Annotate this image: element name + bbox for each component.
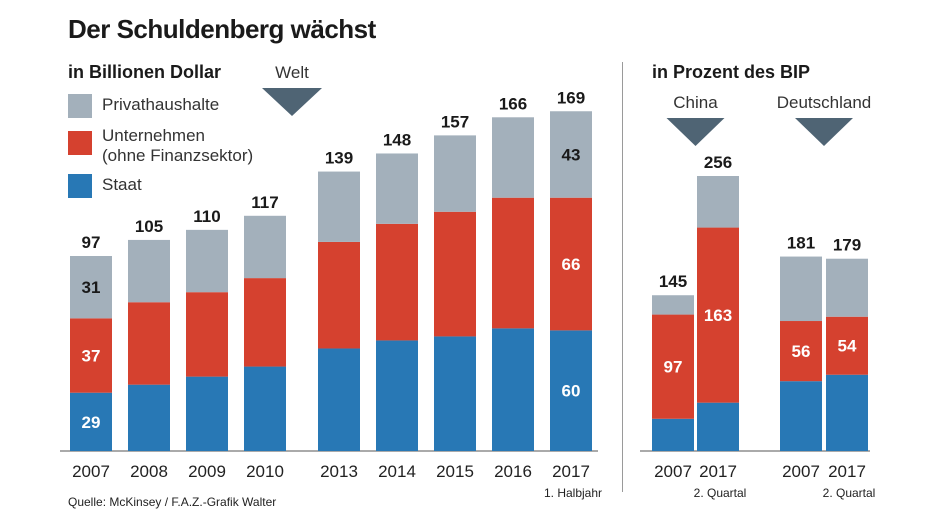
legend-swatch-unternehmen [68, 131, 92, 155]
data-label-unternehmen-china-2007: 97 [664, 358, 683, 377]
bar-segment-privat-china-2007 [652, 295, 694, 315]
x-tick-label-deutschland-2007: 2007 [782, 462, 820, 481]
group-marker-china [666, 118, 725, 146]
bar-segment-unternehmen-deutschland-2017 [826, 316, 868, 375]
bar-segment-unternehmen-china-2007 [652, 314, 694, 419]
legend-swatch-privat [68, 94, 92, 118]
group-label-china: China [673, 93, 718, 112]
bar-total-deutschland-2017: 179 [833, 236, 861, 255]
x-tick-label-welt-2015: 2015 [436, 462, 474, 481]
bar-segment-staat-welt-2007 [70, 392, 112, 451]
legend-label-privat: Privathaushalte [102, 95, 220, 114]
bar-total-welt-2010: 117 [251, 193, 278, 212]
data-label-staat-welt-2007: 29 [82, 413, 101, 432]
bar-segment-unternehmen-china-2017 [697, 227, 739, 403]
bar-segment-staat-welt-2016 [492, 328, 534, 451]
bar-total-deutschland-2007: 181 [787, 234, 815, 253]
bar-segment-staat-china-2007 [652, 418, 694, 451]
bar-segment-unternehmen-welt-2017 [550, 197, 592, 331]
bar-segment-staat-welt-2009 [186, 376, 228, 451]
source-note: Quelle: McKinsey / F.A.Z.-Grafik Walter [68, 495, 277, 509]
chart-title: Der Schuldenberg wächst [68, 14, 376, 44]
bar-total-china-2007: 145 [659, 272, 687, 291]
x-tick-label-deutschland-2017: 2017 [828, 462, 866, 481]
x-tick-note-deutschland-2017: 2. Quartal [823, 486, 876, 500]
data-label-unternehmen-welt-2017: 66 [562, 255, 581, 274]
data-label-staat-welt-2017: 60 [562, 382, 581, 401]
x-tick-label-welt-2010: 2010 [246, 462, 284, 481]
bar-total-welt-2008: 105 [135, 217, 163, 236]
legend-label-unternehmen: Unternehmen [102, 126, 206, 145]
panel-divider [622, 62, 623, 492]
bar-total-welt-2009: 110 [193, 207, 220, 226]
data-label-privat-welt-2017: 43 [562, 145, 581, 164]
bar-total-welt-2014: 148 [383, 130, 411, 149]
x-tick-label-welt-2009: 2009 [188, 462, 226, 481]
bar-segment-staat-deutschland-2017 [826, 374, 868, 451]
bar-segment-privat-welt-2017 [550, 111, 592, 198]
x-tick-label-welt-2017: 2017 [552, 462, 590, 481]
bar-segment-unternehmen-welt-2007 [70, 318, 112, 393]
group-label-welt: Welt [275, 63, 309, 82]
bar-segment-staat-welt-2008 [128, 384, 170, 451]
x-tick-label-welt-2014: 2014 [378, 462, 416, 481]
data-label-unternehmen-welt-2007: 37 [82, 347, 101, 366]
legend-label-staat: Staat [102, 175, 142, 194]
bar-segment-privat-welt-2010 [244, 215, 286, 279]
data-label-unternehmen-china-2017: 163 [704, 306, 732, 325]
bar-total-welt-2015: 157 [441, 112, 469, 131]
group-marker-welt [262, 88, 322, 116]
data-label-privat-welt-2007: 31 [82, 278, 101, 297]
x-tick-note-welt-2017: 1. Halbjahr [544, 486, 602, 500]
bar-segment-staat-welt-2013 [318, 348, 360, 451]
x-tick-label-welt-2007: 2007 [72, 462, 110, 481]
bar-total-welt-2017: 169 [557, 88, 585, 107]
bar-segment-unternehmen-welt-2008 [128, 302, 170, 385]
x-tick-label-welt-2016: 2016 [494, 462, 532, 481]
bar-segment-privat-welt-2014 [376, 153, 418, 224]
bar-total-welt-2016: 166 [499, 94, 527, 113]
data-label-unternehmen-deutschland-2017: 54 [838, 337, 857, 356]
bar-segment-privat-welt-2016 [492, 117, 534, 198]
bar-segment-unternehmen-welt-2009 [186, 292, 228, 377]
bar-segment-unternehmen-deutschland-2007 [780, 321, 822, 382]
bar-segment-privat-welt-2007 [70, 256, 112, 319]
left-subtitle: in Billionen Dollar [68, 62, 222, 82]
bar-segment-staat-welt-2010 [244, 366, 286, 451]
right-subtitle: in Prozent des BIP [652, 62, 811, 82]
legend-label-unternehmen-note: (ohne Finanzsektor) [102, 146, 254, 165]
x-tick-label-welt-2013: 2013 [320, 462, 358, 481]
bar-segment-privat-welt-2008 [128, 239, 170, 303]
group-label-deutschland: Deutschland [777, 93, 872, 112]
x-tick-label-welt-2008: 2008 [130, 462, 168, 481]
group-marker-deutschland [795, 118, 853, 146]
bar-segment-staat-welt-2015 [434, 336, 476, 451]
bar-segment-privat-china-2017 [697, 176, 739, 228]
legend-swatch-staat [68, 174, 92, 198]
bar-segment-privat-welt-2013 [318, 171, 360, 242]
bar-segment-unternehmen-welt-2016 [492, 197, 534, 329]
bar-segment-unternehmen-welt-2010 [244, 278, 286, 367]
bar-total-china-2017: 256 [704, 153, 732, 172]
bar-segment-privat-welt-2015 [434, 135, 476, 212]
bar-total-welt-2013: 139 [325, 149, 353, 168]
x-tick-label-china-2017: 2017 [699, 462, 737, 481]
bar-total-welt-2007: 97 [82, 233, 101, 252]
bar-segment-privat-welt-2009 [186, 229, 228, 293]
bar-segment-unternehmen-welt-2013 [318, 241, 360, 349]
bar-segment-staat-welt-2014 [376, 340, 418, 451]
bar-segment-unternehmen-welt-2015 [434, 211, 476, 337]
data-label-unternehmen-deutschland-2007: 56 [792, 342, 811, 361]
bar-segment-staat-china-2017 [697, 402, 739, 451]
bar-segment-privat-deutschland-2007 [780, 256, 822, 322]
bar-segment-staat-deutschland-2007 [780, 381, 822, 451]
bar-segment-staat-welt-2017 [550, 330, 592, 451]
bar-segment-privat-deutschland-2017 [826, 258, 868, 317]
x-tick-label-china-2007: 2007 [654, 462, 692, 481]
bar-segment-unternehmen-welt-2014 [376, 223, 418, 341]
x-tick-note-china-2017: 2. Quartal [694, 486, 747, 500]
